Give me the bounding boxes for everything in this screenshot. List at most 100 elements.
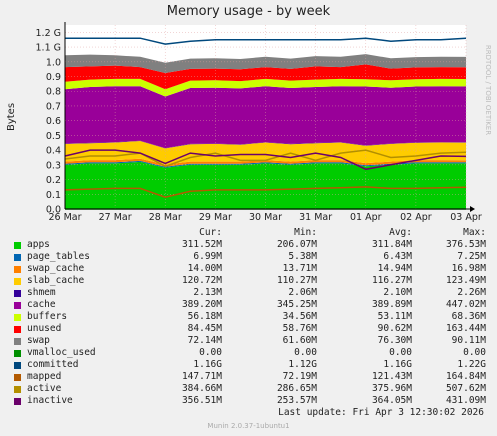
legend-value-cur: 311.52M bbox=[181, 239, 222, 250]
legend-swatch bbox=[14, 278, 21, 285]
legend-value-max: 16.98M bbox=[451, 263, 486, 274]
legend-value-min: 61.60M bbox=[282, 335, 317, 346]
y-tick-label: 0.3 bbox=[46, 160, 61, 171]
legend-label: inactive bbox=[27, 395, 73, 406]
header-avg: Avg: bbox=[389, 227, 412, 238]
legend-row-inactive: inactive 356.51M 253.57M 364.05M 431.09M bbox=[12, 395, 490, 407]
x-tick-label: 28 Mar bbox=[149, 212, 182, 223]
line-mapped bbox=[64, 186, 467, 198]
legend-value-cur: 14.00M bbox=[187, 263, 222, 274]
legend-value-min: 72.19M bbox=[282, 371, 317, 382]
legend-row-swap: swap 72.14M 61.60M 76.30M 90.11M bbox=[12, 335, 490, 347]
legend-value-max: 0.00 bbox=[463, 347, 486, 358]
legend-row-cache: cache 389.20M 345.25M 389.89M 447.02M bbox=[12, 299, 490, 311]
legend-value-avg: 1.16G bbox=[383, 359, 412, 370]
legend-value-cur: 356.51M bbox=[181, 395, 222, 406]
legend-label: shmem bbox=[27, 287, 56, 298]
legend-label: mapped bbox=[27, 371, 62, 382]
legend-value-cur: 147.71M bbox=[181, 371, 222, 382]
legend-row-vmalloc_used: vmalloc_used 0.00 0.00 0.00 0.00 bbox=[12, 347, 490, 359]
legend-value-max: 447.02M bbox=[445, 299, 486, 310]
legend-value-min: 13.71M bbox=[282, 263, 317, 274]
legend-value-max: 164.84M bbox=[445, 371, 486, 382]
x-axis-arrow bbox=[470, 206, 475, 212]
rrdtool-credit: RRDTOOL / TOBI OETIKER bbox=[484, 45, 492, 135]
legend-value-cur: 2.13M bbox=[193, 287, 222, 298]
legend-value-cur: 72.14M bbox=[187, 335, 222, 346]
legend-label: unused bbox=[27, 323, 62, 334]
line-inactive bbox=[64, 149, 467, 171]
legend-value-min: 286.65M bbox=[276, 383, 317, 394]
x-tick-label: 30 Mar bbox=[249, 212, 282, 223]
header-min: Min: bbox=[294, 227, 317, 238]
legend-value-max: 2.26M bbox=[457, 287, 486, 298]
legend-value-min: 0.00 bbox=[294, 347, 317, 358]
legend-value-avg: 76.30M bbox=[377, 335, 412, 346]
legend-value-cur: 389.20M bbox=[181, 299, 222, 310]
legend-value-min: 34.56M bbox=[282, 311, 317, 322]
legend-label: swap bbox=[27, 335, 50, 346]
legend-value-avg: 6.43M bbox=[383, 251, 412, 262]
header-cur: Cur: bbox=[199, 227, 222, 238]
legend-swatch bbox=[14, 302, 21, 309]
legend-swatch bbox=[14, 362, 21, 369]
y-tick-label: 0.2 bbox=[46, 175, 61, 186]
legend-value-min: 5.38M bbox=[288, 251, 317, 262]
x-tick-label: 01 Apr bbox=[350, 212, 382, 223]
legend-label: vmalloc_used bbox=[27, 347, 96, 358]
last-update: Last update: Fri Apr 3 12:30:02 2026 bbox=[278, 407, 484, 418]
legend-row-shmem: shmem 2.13M 2.06M 2.10M 2.26M bbox=[12, 287, 490, 299]
legend-label: apps bbox=[27, 239, 50, 250]
legend-value-max: 376.53M bbox=[445, 239, 486, 250]
legend-label: cache bbox=[27, 299, 56, 310]
legend-label: committed bbox=[27, 359, 79, 370]
legend-value-min: 58.76M bbox=[282, 323, 317, 334]
legend-value-min: 206.07M bbox=[276, 239, 317, 250]
y-tick-label: 0.9 bbox=[46, 72, 61, 83]
header-max: Max: bbox=[463, 227, 486, 238]
legend-value-avg: 14.94M bbox=[377, 263, 412, 274]
legend-value-min: 1.12G bbox=[288, 359, 317, 370]
x-tick-label: 02 Apr bbox=[400, 212, 432, 223]
legend-value-cur: 120.72M bbox=[181, 275, 222, 286]
legend-swatch bbox=[14, 338, 21, 345]
legend-value-max: 1.22G bbox=[457, 359, 486, 370]
x-tick-label: 29 Mar bbox=[199, 212, 232, 223]
line-committed bbox=[65, 37, 467, 45]
x-tick-label: 26 Mar bbox=[48, 212, 81, 223]
legend-row-apps: apps 311.52M 206.07M 311.84M 376.53M bbox=[12, 239, 490, 251]
legend-value-max: 68.36M bbox=[451, 311, 486, 322]
legend-value-cur: 6.99M bbox=[193, 251, 222, 262]
y-tick-label: 1.0 bbox=[46, 57, 61, 68]
legend-value-max: 123.49M bbox=[445, 275, 486, 286]
legend: Cur: Min: Avg: Max: apps 311.52M 206.07M 31… bbox=[12, 227, 490, 407]
legend-label: swap_cache bbox=[27, 263, 85, 274]
legend-value-min: 253.57M bbox=[276, 395, 317, 406]
legend-swatch bbox=[14, 254, 21, 261]
legend-value-cur: 0.00 bbox=[199, 347, 222, 358]
legend-label: page_tables bbox=[27, 251, 90, 262]
legend-row-committed: committed 1.16G 1.12G 1.16G 1.22G bbox=[12, 359, 490, 371]
y-tick-label: 0.1 bbox=[46, 190, 61, 201]
area-apps bbox=[65, 161, 466, 209]
y-tick-label: 0.4 bbox=[46, 146, 61, 157]
x-tick-label: 31 Mar bbox=[299, 212, 332, 223]
legend-swatch bbox=[14, 290, 21, 297]
legend-value-avg: 0.00 bbox=[389, 347, 412, 358]
legend-value-cur: 84.45M bbox=[187, 323, 222, 334]
legend-row-active: active 384.66M 286.65M 375.96M 507.62M bbox=[12, 383, 490, 395]
legend-value-avg: 53.11M bbox=[377, 311, 412, 322]
legend-swatch bbox=[14, 314, 21, 321]
legend-value-cur: 384.66M bbox=[181, 383, 222, 394]
x-tick-label: 27 Mar bbox=[99, 212, 132, 223]
line-active bbox=[64, 149, 467, 168]
y-tick-label: 1.2 G bbox=[36, 28, 62, 39]
legend-value-max: 507.62M bbox=[445, 383, 486, 394]
legend-row-mapped: mapped 147.71M 72.19M 121.43M 164.84M bbox=[12, 371, 490, 383]
legend-swatch bbox=[14, 398, 21, 405]
legend-swatch bbox=[14, 374, 21, 381]
y-tick-label: 0.6 bbox=[46, 116, 61, 127]
legend-value-cur: 1.16G bbox=[193, 359, 222, 370]
legend-value-max: 163.44M bbox=[445, 323, 486, 334]
